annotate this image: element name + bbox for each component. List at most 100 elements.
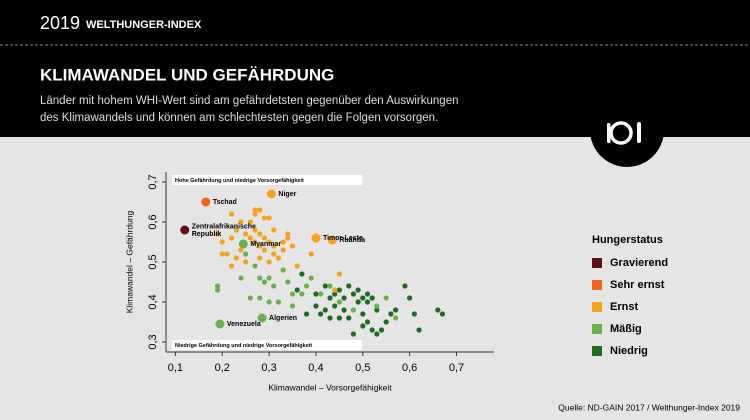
legend-title: Hungerstatus (592, 234, 663, 246)
data-point (280, 267, 286, 273)
point-label: Algerien (269, 315, 297, 322)
data-point (214, 231, 221, 237)
data-point (271, 227, 277, 233)
data-point (280, 239, 286, 245)
data-point (261, 279, 267, 285)
data-point (285, 235, 291, 241)
data-point (322, 307, 328, 313)
data-point (299, 291, 305, 297)
point-label: Ruanda (339, 237, 365, 244)
data-point (435, 307, 441, 313)
data-point (257, 207, 263, 213)
plot: Hohe Gefährdung und niedrige Vorsorgefäh… (124, 172, 494, 392)
data-point (243, 231, 249, 237)
data-point (374, 331, 380, 337)
data-point (233, 255, 239, 261)
data-point (285, 279, 291, 285)
data-point (266, 215, 272, 221)
data-point (252, 207, 258, 213)
data-point (294, 287, 300, 293)
icon (590, 93, 664, 167)
data-point (327, 283, 333, 289)
subtitle-line: des Klimawandels und können am schlechte… (40, 112, 438, 124)
data-point (318, 311, 324, 317)
data-point (180, 225, 190, 235)
data-point (364, 319, 371, 325)
header-year: 2019 (40, 13, 80, 33)
subtitle-line: Länder mit hohem WHI-Wert sind am gefähr… (40, 95, 459, 107)
data-point (416, 327, 422, 333)
data-point (364, 291, 371, 297)
data-point (266, 189, 276, 199)
data-point (289, 303, 296, 309)
x-tick-label: 0,2 (215, 362, 230, 374)
legend-label: Niedrig (610, 345, 648, 357)
data-point (327, 235, 337, 245)
legend-swatch (592, 280, 602, 290)
x-tick-label: 0,6 (402, 362, 417, 374)
data-point (271, 251, 277, 257)
legend-label: Gravierend (610, 257, 668, 269)
data-point (247, 295, 253, 301)
legend-label: Sehr ernst (610, 279, 665, 291)
data-point (383, 319, 389, 325)
legend-swatch (592, 258, 602, 268)
data-point (275, 255, 282, 261)
data-point (402, 283, 408, 289)
data-point (336, 299, 342, 305)
source: Quelle: ND-GAIN 2017 / Welthunger-Index … (558, 402, 740, 412)
data-point (299, 271, 305, 277)
annotation-box (172, 340, 362, 350)
point-label: Tschad (213, 199, 237, 206)
data-point (219, 239, 225, 245)
point-label: Timor-Leste (323, 235, 363, 242)
data-point (332, 287, 338, 293)
data-point (266, 239, 272, 245)
data-point (311, 233, 321, 243)
point-label: Venezuela (227, 321, 261, 328)
data-point (303, 311, 310, 317)
data-point (238, 239, 248, 249)
data-point (252, 211, 258, 217)
data-point (350, 331, 357, 337)
data-point (257, 255, 263, 261)
data-point (252, 239, 258, 245)
data-point (355, 299, 361, 305)
data-point (350, 307, 357, 313)
x-tick-label: 0,3 (261, 362, 276, 374)
data-point (257, 313, 267, 323)
data-point (378, 327, 385, 333)
point-label: Zentralafrikanische (192, 223, 256, 230)
data-point (257, 243, 263, 249)
data-point (346, 283, 352, 289)
annotation: Hohe Gefährdung und niedrige Vorsorgefäh… (175, 178, 304, 184)
data-point (271, 243, 277, 249)
data-point (247, 219, 253, 225)
data-point (332, 303, 338, 309)
data-point (313, 291, 319, 297)
data-point (313, 303, 319, 309)
data-point (327, 315, 333, 321)
data-point (294, 263, 300, 269)
data-point (257, 231, 263, 237)
data-point (266, 275, 272, 281)
data-point (243, 259, 249, 265)
legend-swatch (592, 324, 602, 334)
legend-swatch (592, 346, 602, 356)
data-point (280, 247, 286, 253)
data-point (229, 263, 235, 269)
data-point (238, 247, 244, 253)
data-point (407, 295, 413, 301)
data-point (388, 311, 394, 317)
data-point (383, 295, 389, 301)
data-point (261, 235, 267, 241)
data-point (266, 259, 272, 265)
data-point (215, 319, 225, 329)
data-point (374, 303, 380, 309)
data-point (285, 231, 291, 237)
data-point (369, 295, 375, 301)
x-tick-label: 0,5 (355, 362, 370, 374)
data-point (261, 247, 267, 253)
data-point (336, 315, 342, 321)
